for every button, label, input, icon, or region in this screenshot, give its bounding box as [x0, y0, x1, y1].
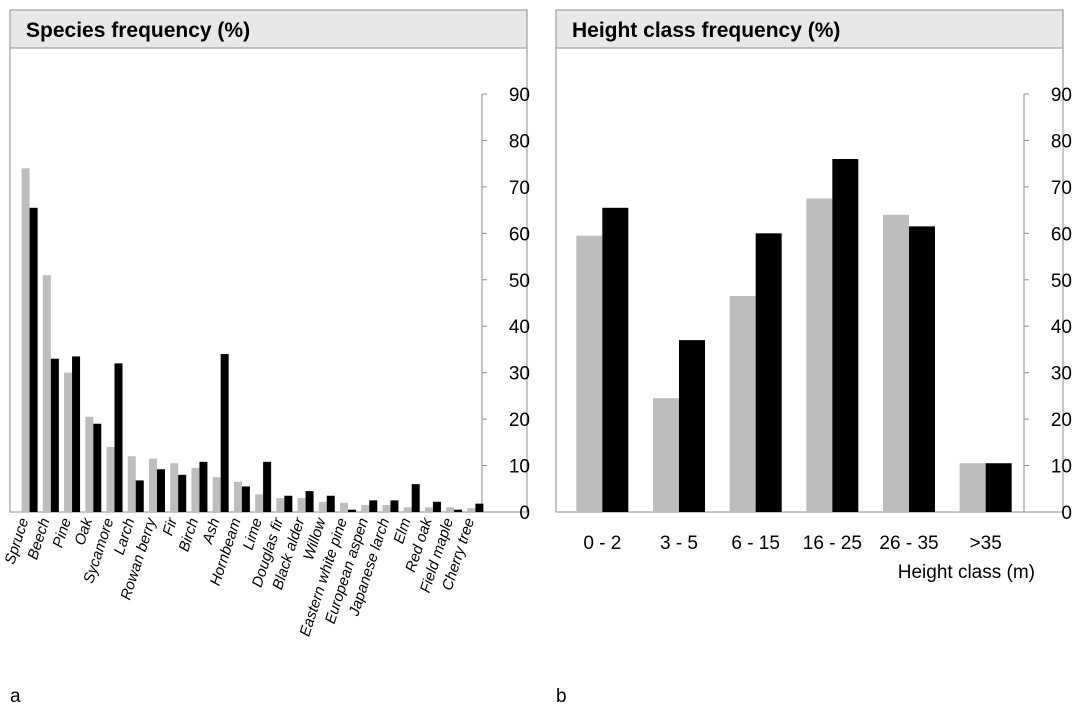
x-tick-label: 16 - 25 — [803, 533, 862, 554]
bar — [326, 495, 335, 512]
panel-b-title: Height class frequency (%) — [572, 19, 840, 42]
bar — [263, 461, 272, 512]
x-tick-label: 3 - 5 — [660, 533, 698, 554]
panel-b-header — [555, 9, 1064, 49]
y-tick-label: 10 — [509, 457, 530, 478]
bar — [241, 486, 250, 512]
bar — [361, 505, 370, 512]
bar — [424, 507, 433, 512]
y-tick-label: 70 — [1051, 178, 1072, 199]
bar — [909, 226, 935, 512]
bar — [212, 477, 221, 512]
y-tick-label: 30 — [1051, 364, 1072, 385]
panel-b-plot: 0 10 20 30 40 50 60 70 80 90 0 - 2 3 - 5 6 - 15 16 - … — [564, 85, 1072, 554]
y-tick-label: 90 — [1051, 85, 1072, 106]
bar — [284, 495, 293, 512]
bar — [233, 481, 242, 512]
x-tick-label: 26 - 35 — [879, 533, 938, 554]
x-tick-label: 0 - 2 — [583, 533, 621, 554]
y-tick-label: 60 — [1051, 224, 1072, 245]
y-tick-label: 10 — [1051, 457, 1072, 478]
y-tick-label: 70 — [509, 178, 530, 199]
panel-b-xaxis-label: Height class (m) — [898, 562, 1035, 583]
bar — [170, 463, 179, 512]
bar — [369, 500, 378, 512]
panel-a-title: Species frequency (%) — [26, 19, 250, 42]
bar — [199, 461, 208, 512]
bar — [454, 509, 463, 512]
panel-a-plot: 0102030405060708090SpruceBeechPineOakSyc… — [2, 85, 530, 639]
bar — [21, 168, 30, 513]
bar — [959, 463, 986, 512]
y-tick-label: 20 — [1051, 410, 1072, 431]
bar — [135, 480, 144, 512]
bar — [679, 340, 705, 512]
bar — [276, 498, 285, 512]
bar — [156, 469, 165, 512]
bar — [85, 416, 94, 512]
bar — [883, 214, 909, 512]
bar — [729, 296, 756, 512]
y-tick-label: 80 — [1051, 131, 1072, 152]
bar — [178, 474, 187, 512]
bar — [348, 509, 357, 512]
bar — [475, 503, 484, 512]
y-tick-label: 40 — [509, 317, 530, 338]
bar — [191, 467, 200, 512]
panel-b-label: b — [556, 686, 567, 707]
y-tick-label: 50 — [1051, 271, 1072, 292]
y-tick-label: 40 — [1051, 317, 1072, 338]
bar — [390, 500, 399, 512]
bar — [755, 233, 782, 513]
bar — [42, 275, 51, 512]
panel-a-label: a — [10, 686, 21, 707]
y-tick-label: 0 — [519, 503, 530, 524]
bar — [127, 456, 136, 512]
panel-a: Species frequency (%) 0 10 20 30 40 50 60 70 80 9… — [2, 9, 530, 707]
bar — [72, 356, 81, 512]
bar — [220, 354, 229, 512]
bar — [467, 508, 476, 512]
bar — [576, 235, 603, 512]
bar — [985, 463, 1012, 512]
y-tick-label: 50 — [509, 271, 530, 292]
bar — [148, 458, 157, 512]
y-tick-label: 60 — [509, 224, 530, 245]
bar — [602, 207, 629, 513]
bar — [297, 498, 306, 512]
bar — [93, 423, 102, 512]
panel-a-header — [9, 9, 528, 49]
x-tick-label: Pine — [49, 516, 74, 550]
bar — [50, 358, 59, 512]
bar — [305, 491, 314, 512]
bar — [411, 484, 420, 512]
bar — [653, 398, 679, 512]
y-tick-label: 20 — [509, 410, 530, 431]
bar — [446, 507, 455, 512]
bar — [106, 446, 115, 512]
y-tick-label: 80 — [509, 131, 530, 152]
bar — [29, 207, 38, 513]
bar — [832, 159, 859, 512]
bar — [403, 507, 412, 512]
y-tick-label: 0 — [1061, 503, 1072, 524]
bar — [318, 501, 327, 512]
x-tick-label: Spruce — [2, 516, 33, 566]
panel-b: Height class frequency (%) 0 10 20 30 40 50 60… — [555, 9, 1072, 707]
bar — [382, 505, 391, 512]
y-tick-label: 90 — [509, 85, 530, 106]
x-tick-label: Fir — [159, 515, 181, 538]
x-tick-label: 6 - 15 — [731, 533, 780, 554]
bar — [806, 198, 833, 512]
bar — [255, 494, 264, 512]
bar — [114, 363, 123, 512]
bar — [340, 502, 349, 512]
bar — [432, 501, 441, 512]
x-tick-label: >35 — [970, 533, 1002, 554]
bar — [64, 372, 73, 512]
y-tick-label: 30 — [509, 364, 530, 385]
